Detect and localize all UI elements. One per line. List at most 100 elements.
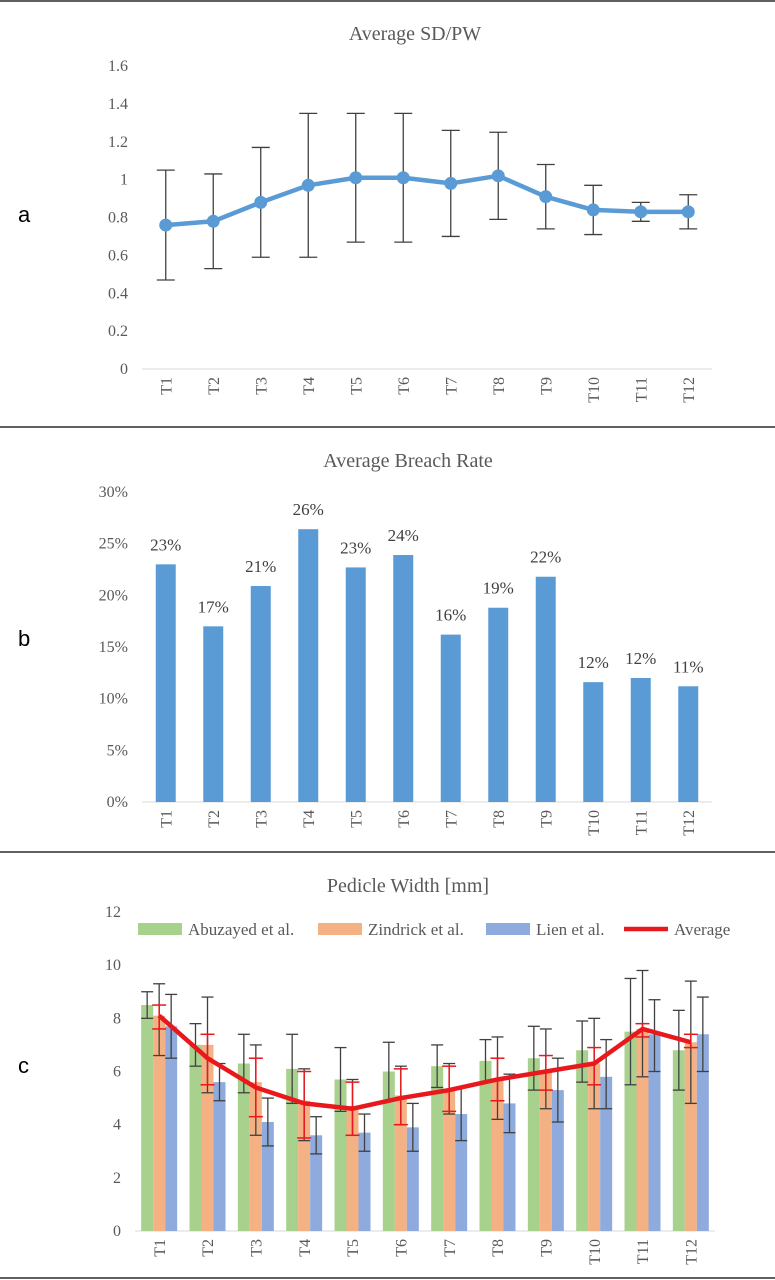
chart-c-y-tick-label: 2 <box>113 1170 121 1187</box>
chart-b-data-label: 17% <box>198 597 229 616</box>
chart-b-y-tick-label: 30% <box>99 484 128 501</box>
chart-a-x-tick-label: T4 <box>301 377 318 395</box>
chart-a-x-tick-label: T5 <box>348 377 365 395</box>
chart-c-x-tick-label: T11 <box>635 1239 652 1264</box>
chart-a-x-tick-label: T7 <box>443 377 460 395</box>
chart-b-x-tick-label: T8 <box>491 810 508 828</box>
chart-b-data-label: 26% <box>293 500 324 519</box>
chart-c-bar-series-3 <box>648 1034 661 1231</box>
chart-c-bar-series-2 <box>153 1015 166 1231</box>
chart-a-point <box>491 169 505 183</box>
chart-a-y-tick-label: 0.4 <box>108 285 128 302</box>
chart-c-bar-series-2 <box>588 1063 601 1231</box>
chart-c-bar-series-2 <box>684 1042 697 1231</box>
chart-a-y-tick-label: 0.2 <box>108 323 128 340</box>
chart-b-data-label: 22% <box>530 548 561 567</box>
chart-b-data-label: 24% <box>388 526 419 545</box>
chart-b-x-tick-label: T9 <box>538 810 555 828</box>
chart-a-x-tick-label: T10 <box>586 377 603 403</box>
panel-letter-b: b <box>18 626 30 651</box>
chart-a-series-line <box>165 173 689 228</box>
chart-b-data-label: 21% <box>245 557 276 576</box>
chart-b-x-tick-label: T4 <box>301 810 318 828</box>
chart-c: 0 2 4 6 8 10 12 T1 T2 T3 T4 T5 T6 T7 T8 T9 T10 T11 T12 Abuz… <box>105 904 730 1265</box>
chart-a-title: Average SD/PW <box>349 23 481 45</box>
chart-c-y-tick-label: 4 <box>113 1117 121 1134</box>
chart-c-title: Pedicle Width [mm] <box>327 875 489 897</box>
chart-c-bar-series-1 <box>576 1050 589 1231</box>
chart-b-x-tick-label: T10 <box>586 810 603 836</box>
chart-a-point <box>301 178 315 192</box>
chart-b-bar <box>488 607 509 802</box>
chart-c-bar-series-2 <box>346 1106 359 1231</box>
chart-b-bar <box>203 626 224 802</box>
chart-c-bar-series-1 <box>286 1068 299 1231</box>
chart-a: 0 0.2 0.4 0.6 0.8 1 1.2 1.4 1.6 T1 T2 T3 T4 T5 T6 T7 T8 T… <box>108 58 712 403</box>
chart-a-y-tick-label: 0.8 <box>108 210 128 227</box>
chart-b: 0% 5% 10% 15% 20% 25% 30% T1 T2 T3 T4 T5 T6 T7 T8 T9 T10… <box>99 484 712 836</box>
chart-c-bar-series-1 <box>189 1044 202 1231</box>
chart-a-y-tick-label: 0 <box>120 361 128 378</box>
chart-a-point <box>396 171 410 185</box>
chart-b-y-tick-label: 10% <box>99 691 128 708</box>
chart-a-point <box>254 195 268 209</box>
chart-c-legend-swatch <box>486 923 530 935</box>
chart-b-bar <box>250 586 271 802</box>
chart-c-bar-series-2 <box>539 1071 552 1231</box>
chart-b-bar <box>345 567 366 802</box>
chart-c-x-tick-label: T12 <box>683 1239 700 1265</box>
chart-c-bar-series-2 <box>636 1028 649 1231</box>
panel-letter-a: a <box>18 202 31 227</box>
chart-c-bar-series-1 <box>527 1058 540 1231</box>
chart-b-bar <box>155 564 176 802</box>
chart-a-point <box>539 190 553 204</box>
chart-c-x-tick-label: T5 <box>345 1239 362 1257</box>
chart-c-bar-series-1 <box>382 1071 395 1231</box>
chart-a-x-tick-label: T9 <box>538 377 555 395</box>
chart-c-bar-series-2 <box>298 1100 311 1231</box>
chart-c-x-tick-label: T8 <box>490 1239 507 1257</box>
chart-c-y-tick-label: 12 <box>105 904 121 921</box>
chart-b-x-tick-label: T1 <box>158 810 175 828</box>
chart-a-point <box>159 218 173 232</box>
chart-a-x-tick-label: T6 <box>396 377 413 395</box>
chart-a-x-tick-label: T11 <box>633 377 650 402</box>
chart-a-point <box>206 214 220 228</box>
chart-c-bar-series-1 <box>237 1063 250 1231</box>
chart-c-bar-series-2 <box>201 1044 214 1231</box>
chart-b-x-tick-label: T3 <box>253 810 270 828</box>
chart-c-bar-series-3 <box>503 1103 516 1231</box>
chart-b-bar <box>583 682 604 802</box>
chart-b-y-tick-label: 20% <box>99 587 128 604</box>
chart-a-x-tick-label: T12 <box>681 377 698 403</box>
chart-c-bar-series-1 <box>624 1031 637 1231</box>
chart-c-x-tick-label: T9 <box>538 1239 555 1257</box>
chart-c-bar-series-3 <box>310 1135 323 1231</box>
chart-c-x-tick-label: T4 <box>297 1239 314 1257</box>
chart-b-data-label: 23% <box>150 535 181 554</box>
chart-b-bar <box>440 634 461 802</box>
chart-c-x-tick-label: T1 <box>152 1239 169 1257</box>
chart-a-point <box>444 176 458 190</box>
chart-c-x-tick-label: T2 <box>200 1239 217 1257</box>
chart-c-y-tick-label: 8 <box>113 1010 121 1027</box>
chart-b-data-label: 19% <box>483 579 514 598</box>
chart-b-y-tick-label: 0% <box>107 794 128 811</box>
chart-c-legend-label: Abuzayed et al. <box>188 920 294 939</box>
chart-c-bar-series-1 <box>672 1050 685 1231</box>
chart-b-bar <box>393 555 414 802</box>
chart-c-bar-series-1 <box>141 1005 154 1231</box>
chart-b-bar <box>535 576 556 802</box>
chart-b-x-tick-label: T6 <box>396 810 413 828</box>
chart-b-x-tick-label: T12 <box>681 810 698 836</box>
chart-b-data-label: 12% <box>625 649 656 668</box>
chart-b-x-tick-label: T11 <box>633 810 650 835</box>
chart-b-y-tick-label: 5% <box>107 742 128 759</box>
chart-c-bar-series-2 <box>249 1082 262 1231</box>
chart-a-y-tick-label: 1 <box>120 172 128 189</box>
chart-c-y-tick-label: 10 <box>105 957 121 974</box>
panel-letter-c: c <box>18 1053 29 1078</box>
chart-b-bar <box>630 678 651 802</box>
chart-c-bar-series-3 <box>600 1076 613 1231</box>
